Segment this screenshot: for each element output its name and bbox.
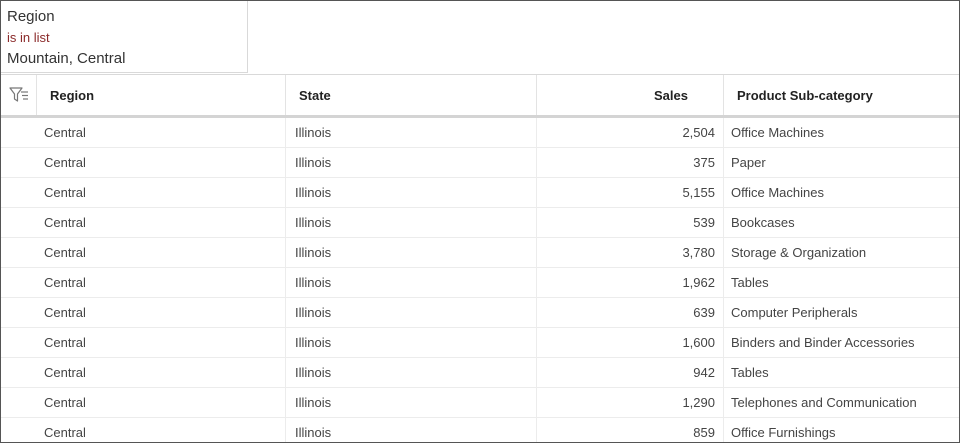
cell-state: Illinois [286,268,537,297]
cell-sales: 2,504 [537,118,724,147]
cell-sales: 859 [537,418,724,442]
filter-values: Mountain, Central [7,50,126,67]
cell-state: Illinois [286,298,537,327]
table-row[interactable]: Central Illinois 539 Bookcases [1,208,959,238]
cell-product-sub-category: Tables [731,275,769,290]
table-row[interactable]: Central Illinois 3,780 Storage & Organizati… [1,238,959,268]
cell-state: Illinois [286,178,537,207]
column-header-region[interactable]: Region [37,75,286,115]
filter-field-name: Region [7,8,55,25]
cell-state: Illinois [286,328,537,357]
cell-sales: 375 [537,148,724,177]
cell-sales: 3,780 [537,238,724,267]
cell-product-sub-category: Binders and Binder Accessories [731,335,915,350]
cell-sales: 639 [537,298,724,327]
cell-region: Central [1,298,286,327]
cell-state: Illinois [286,148,537,177]
table-row[interactable]: Central Illinois 375 Paper [1,148,959,178]
filter-icon [8,87,28,102]
table-row[interactable]: Central Illinois 859 Office Furnishings [1,418,959,442]
column-header-state[interactable]: State [286,75,537,115]
cell-product-sub-category: Telephones and Communication [731,395,917,410]
cell-sales: 1,962 [537,268,724,297]
cell-region: Central [1,238,286,267]
table-row[interactable]: Central Illinois 5,155 Office Machines [1,178,959,208]
cell-sales: 1,290 [537,388,724,417]
table-body: Central Illinois 2,504 Office Machines Centr… [1,118,959,442]
cell-product-sub-category: Paper [731,155,766,170]
cell-product-sub-category: Computer Peripherals [731,305,858,320]
cell-sales: 942 [537,358,724,387]
cell-state: Illinois [286,418,537,442]
cell-region: Central [1,178,286,207]
cell-sales: 1,600 [537,328,724,357]
cell-product-sub-category: Bookcases [731,215,795,230]
cell-state: Illinois [286,238,537,267]
column-header-product-sub-category[interactable]: Product Sub-category [737,87,873,103]
table-row[interactable]: Central Illinois 1,290 Telephones and Commu… [1,388,959,418]
cell-sales: 539 [537,208,724,237]
cell-region: Central [1,208,286,237]
column-header-sales[interactable]: Sales [537,75,724,115]
table-row[interactable]: Central Illinois 1,600 Binders and Binder A… [1,328,959,358]
cell-product-sub-category: Tables [731,365,769,380]
cell-state: Illinois [286,118,537,147]
table-header: Region State Sales Product Sub-category [1,74,959,118]
cell-region: Central [1,358,286,387]
table-row[interactable]: Central Illinois 639 Computer Peripherals [1,298,959,328]
cell-region: Central [1,148,286,177]
filter-operator: is in list [7,30,50,45]
filter-card[interactable]: Region is in list Mountain, Central [1,1,248,73]
cell-region: Central [1,118,286,147]
table-row[interactable]: Central Illinois 942 Tables [1,358,959,388]
cell-product-sub-category: Storage & Organization [731,245,867,260]
cell-product-sub-category: Office Furnishings [731,425,836,440]
cell-region: Central [1,328,286,357]
table-row[interactable]: Central Illinois 2,504 Office Machines [1,118,959,148]
cell-region: Central [1,418,286,442]
column-filter-toggle[interactable] [1,75,37,115]
table-row[interactable]: Central Illinois 1,962 Tables [1,268,959,298]
cell-product-sub-category: Office Machines [731,125,824,140]
cell-state: Illinois [286,358,537,387]
cell-product-sub-category: Office Machines [731,185,824,200]
cell-state: Illinois [286,208,537,237]
cell-sales: 5,155 [537,178,724,207]
cell-state: Illinois [286,388,537,417]
cell-region: Central [1,268,286,297]
cell-region: Central [1,388,286,417]
